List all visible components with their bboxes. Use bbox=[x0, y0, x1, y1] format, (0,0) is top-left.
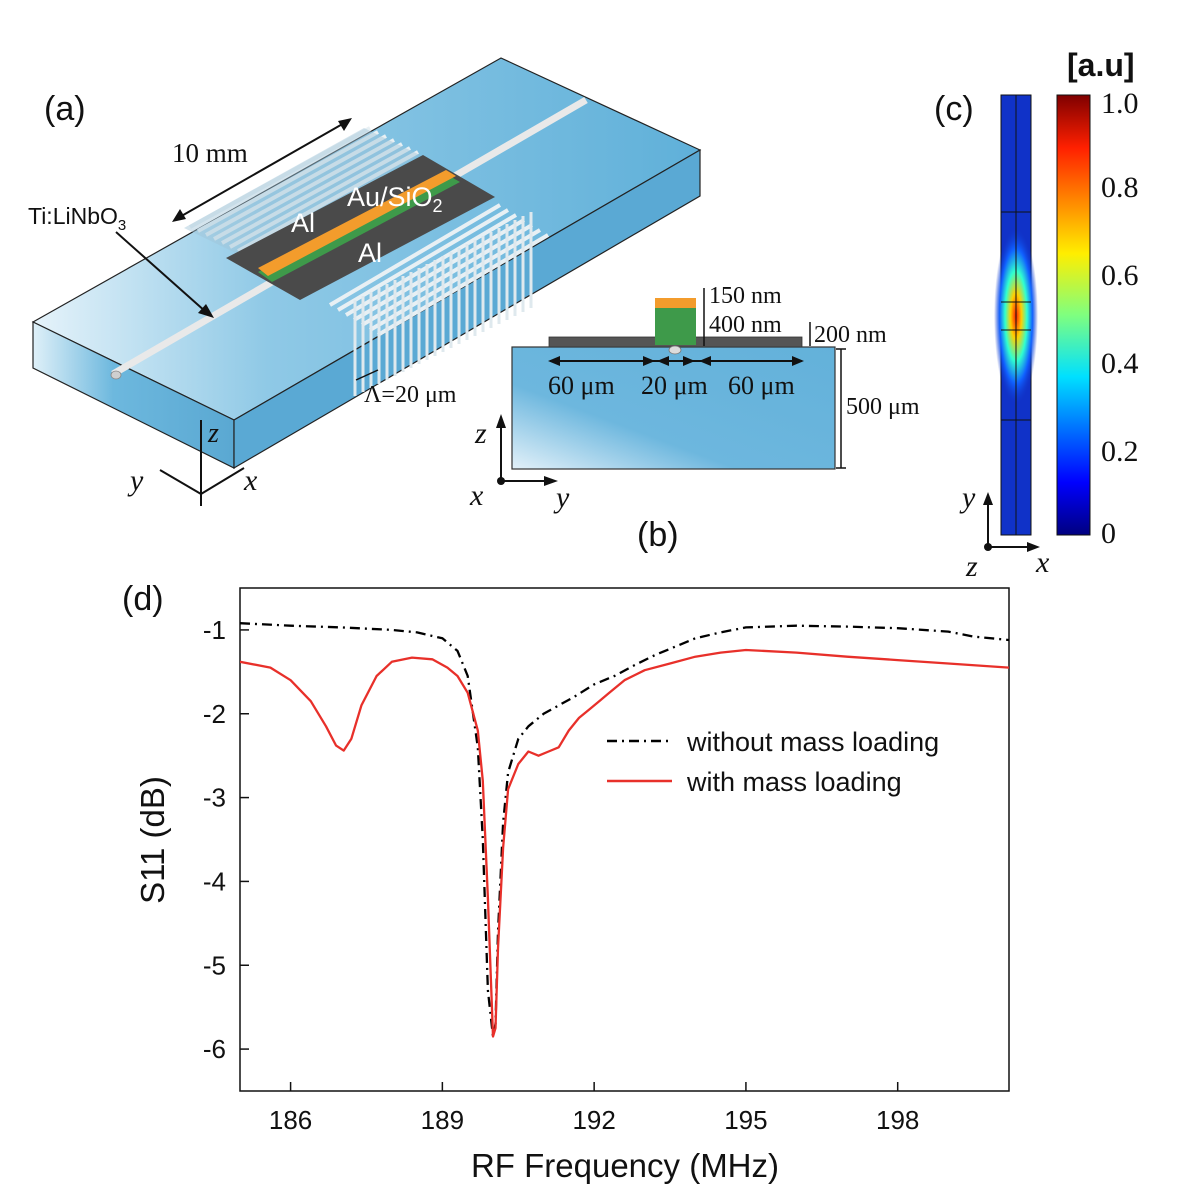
axis-c-x: x bbox=[1035, 546, 1050, 579]
x-tick-label: 186 bbox=[269, 1105, 312, 1135]
colorbar-tick: 0.4 bbox=[1101, 347, 1139, 380]
mode-field-mesh bbox=[1001, 95, 1031, 535]
gold-cross-section bbox=[655, 298, 696, 308]
period-arrow bbox=[355, 369, 379, 381]
axis-a-x: x bbox=[243, 464, 258, 497]
panel-d: (d) 186 189 192 195 198 -1 -2 -3 -4 -5 -6 RF Freq… bbox=[122, 580, 1010, 1184]
axis-b-origin bbox=[497, 477, 505, 485]
x-tick-label: 195 bbox=[724, 1105, 767, 1135]
colorbar-tick: 0.8 bbox=[1101, 171, 1139, 204]
axis-c-z: z bbox=[965, 550, 978, 583]
y-tick-label: -6 bbox=[203, 1034, 226, 1064]
silica-cross-section bbox=[655, 307, 696, 345]
panel-b: 150 nm 400 nm 200 nm 500 μm 60 μm 20 μm … bbox=[469, 283, 920, 554]
width-arrow-heads bbox=[548, 356, 804, 366]
length-arrow bbox=[177, 121, 347, 219]
y-tick-label: -2 bbox=[203, 699, 226, 729]
thickness-2: 400 nm bbox=[709, 312, 782, 338]
axis-a-y: y bbox=[127, 464, 144, 497]
x-tick-label: 192 bbox=[572, 1105, 615, 1135]
panel-a: (a) bbox=[28, 57, 702, 506]
axis-b-z-head bbox=[496, 414, 506, 428]
y-ticks: -1 -2 -3 -4 -5 -6 bbox=[203, 615, 249, 1064]
colorbar-tick: 1.0 bbox=[1101, 87, 1139, 120]
panel-b-label: (b) bbox=[637, 516, 679, 554]
legend-label-without: without mass loading bbox=[686, 727, 939, 757]
axis-b-y: y bbox=[553, 481, 570, 514]
x-ticks: 186 189 192 195 198 bbox=[269, 1082, 919, 1135]
axis-b-x: x bbox=[469, 479, 484, 512]
colorbar-unit: [a.u] bbox=[1067, 47, 1135, 83]
series-line-without-mass-loading bbox=[240, 622, 1009, 1038]
thickness-3: 200 nm bbox=[814, 322, 887, 348]
axis-c-y-head bbox=[983, 492, 993, 505]
panel-c-label: (c) bbox=[934, 90, 974, 128]
y-tick-label: -5 bbox=[203, 950, 226, 980]
film-label: Au/SiO2 bbox=[347, 182, 443, 216]
colorbar-tick: 0 bbox=[1101, 517, 1116, 550]
thickness-1: 150 nm bbox=[709, 283, 782, 309]
axis-b-y-head bbox=[544, 476, 558, 486]
axis-c-x-head bbox=[1027, 542, 1040, 552]
axis-a-z: z bbox=[207, 418, 219, 449]
thickness-markers bbox=[703, 288, 846, 469]
waveguide-label-arrow bbox=[115, 231, 207, 313]
panel-d-label: (d) bbox=[122, 580, 164, 618]
transducer-right bbox=[328, 203, 550, 337]
colorbar-tick: 0.6 bbox=[1101, 259, 1139, 292]
legend-label-with: with mass loading bbox=[686, 767, 902, 797]
x-tick-label: 189 bbox=[421, 1105, 464, 1135]
waveguide-end bbox=[110, 370, 122, 380]
length-arrow-head-right bbox=[338, 118, 352, 131]
plot-frame bbox=[239, 587, 1010, 1092]
y-tick-label: -4 bbox=[203, 866, 226, 896]
x-tick-label: 198 bbox=[876, 1105, 919, 1135]
axis-b-z: z bbox=[474, 417, 487, 450]
x-axis-label: RF Frequency (MHz) bbox=[471, 1147, 779, 1184]
waveguide-label: Ti:LiNbO3 bbox=[28, 203, 126, 234]
waveguide-cross-section bbox=[668, 345, 682, 355]
axis-c-y: y bbox=[959, 481, 976, 514]
length-arrow-head-left bbox=[172, 209, 186, 222]
period-label: Λ=20 μm bbox=[364, 382, 457, 408]
y-tick-label: -3 bbox=[203, 783, 226, 813]
length-label: 10 mm bbox=[172, 138, 248, 168]
depth-label: 500 μm bbox=[846, 394, 920, 420]
y-axis-label: S11 (dB) bbox=[134, 776, 171, 904]
colorbar-tick: 0.2 bbox=[1101, 435, 1139, 468]
legend: without mass loading with mass loading bbox=[607, 727, 939, 797]
silica-strip bbox=[258, 174, 460, 282]
panel-c: (c) [a.u] 1.0 0.8 0.6 0.4 0.2 0 y z x bbox=[934, 47, 1139, 583]
electrode-label-1: Al bbox=[291, 208, 315, 238]
electrode-label-2: Al bbox=[358, 238, 382, 268]
series-line-with-mass-loading bbox=[240, 648, 1009, 1038]
transducer-left-pad bbox=[184, 128, 420, 255]
width-1: 60 μm bbox=[548, 371, 615, 400]
axes-a bbox=[159, 420, 245, 506]
series-group bbox=[240, 622, 1009, 1038]
transducer-front-stripes bbox=[353, 212, 533, 396]
transducer-left bbox=[189, 126, 419, 253]
panel-a-label: (a) bbox=[44, 90, 86, 128]
substrate-cross-section bbox=[511, 346, 836, 470]
gold-strip bbox=[258, 170, 456, 276]
colorbar bbox=[1056, 94, 1091, 536]
axis-c-origin bbox=[984, 543, 992, 551]
axes-c bbox=[987, 498, 1034, 548]
width-3: 60 μm bbox=[728, 371, 795, 400]
y-tick-label: -1 bbox=[203, 615, 226, 645]
waveguide-arrow-head bbox=[198, 304, 214, 318]
width-2: 20 μm bbox=[641, 371, 708, 400]
axes-b bbox=[500, 420, 551, 482]
